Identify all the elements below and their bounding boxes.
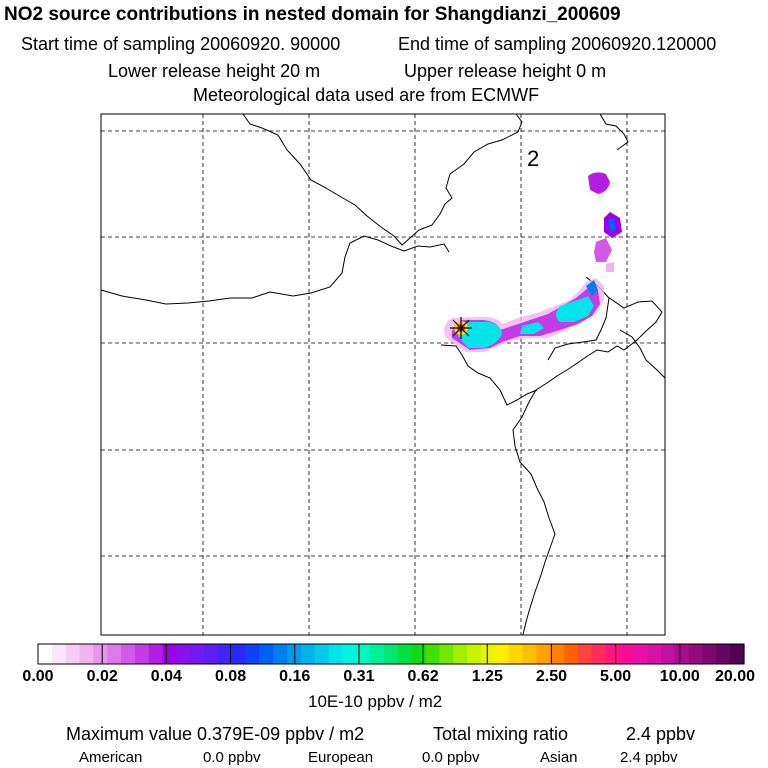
source-european-label: European — [308, 749, 374, 766]
colorbar-swatch — [79, 644, 94, 664]
colorbar-swatch — [190, 644, 205, 664]
colorbar-swatch — [480, 644, 496, 664]
colorbar-swatch — [591, 644, 607, 664]
colorbar-swatch — [660, 644, 676, 664]
colorbar-swatch — [121, 644, 136, 664]
colorbar-swatch — [467, 644, 482, 664]
colorbar-swatch — [38, 644, 53, 664]
colorbar-swatch — [370, 644, 385, 664]
colorbar-swatch — [93, 644, 108, 664]
source-station-marker — [450, 317, 472, 339]
met-data-source: Meteorological data used are from ECMWF — [193, 85, 540, 105]
source-asian-value: 2.4 ppbv — [620, 749, 678, 766]
colorbar-swatch — [702, 644, 717, 664]
colorbar-swatch — [134, 644, 150, 664]
colorbar-swatch — [65, 644, 81, 664]
colorbar-swatch — [328, 644, 344, 664]
source-european-value: 0.0 ppbv — [422, 749, 480, 766]
colorbar-swatch — [536, 644, 551, 664]
colorbar-tick-label: 0.02 — [86, 668, 118, 685]
colorbar-swatch — [245, 644, 261, 664]
lat-lon-grid — [101, 114, 665, 635]
source-asian-label: Asian — [540, 749, 578, 766]
colorbar-tick-label: 10.00 — [659, 668, 700, 685]
colorbar-tick-label: 0.31 — [343, 668, 375, 685]
colorbar-swatch — [397, 644, 413, 664]
colorbar-swatch — [107, 644, 122, 664]
total-mixing-ratio-value: 2.4 ppbv — [626, 724, 696, 744]
colorbar-tick-label: 0.04 — [150, 668, 182, 685]
boundary-lines — [100, 113, 666, 636]
source-american-value: 0.0 ppbv — [203, 749, 261, 766]
colorbar-swatch — [314, 644, 330, 664]
colorbar-tick-label: 1.25 — [471, 668, 503, 685]
region-label: 2 — [527, 146, 539, 171]
colorbar-frame — [37, 643, 745, 665]
colorbar-tick-label: 0.62 — [407, 668, 439, 685]
colorbar-units: 10E-10 ppbv / m2 — [308, 692, 443, 711]
colorbar-swatch — [217, 644, 233, 664]
source-american-label: American — [79, 749, 143, 766]
colorbar-tick-label: 0.08 — [214, 668, 247, 685]
colorbar-swatch — [508, 644, 524, 664]
colorbar-swatch — [425, 644, 441, 664]
colorbar-tick-label: 5.00 — [600, 668, 632, 685]
maximum-value: Maximum value 0.379E-09 ppbv / m2 — [66, 724, 365, 744]
colorbar-swatch — [633, 644, 648, 664]
colorbar-swatch — [148, 644, 164, 664]
colorbar-swatch — [356, 644, 371, 664]
colorbar-tick-label: 0.00 — [22, 668, 54, 685]
colorbar-swatch — [259, 644, 274, 664]
colorbar-swatch — [439, 644, 454, 664]
colorbar-tick-label: 0.16 — [279, 668, 311, 685]
colorbar-swatch — [342, 644, 357, 664]
plume-contribution-field — [444, 172, 622, 352]
colorbar-swatch — [674, 644, 690, 664]
lower-release-height: Lower release height 20 m — [108, 61, 321, 81]
colorbar-tick-label: 20.00 — [714, 668, 756, 685]
map-frame — [100, 113, 666, 636]
colorbar-swatch — [619, 644, 634, 664]
upper-release-height: Upper release height 0 m — [404, 61, 607, 81]
colorbar-swatch — [716, 644, 731, 664]
start-time: Start time of sampling 20060920. 90000 — [21, 34, 341, 54]
colorbar-swatch — [605, 644, 621, 664]
colorbar-swatch — [176, 644, 191, 664]
colorbar-swatch — [522, 644, 537, 664]
colorbar-swatch — [411, 644, 427, 664]
colorbar-swatch — [647, 644, 662, 664]
colorbar-swatch — [688, 644, 704, 664]
total-mixing-ratio-label: Total mixing ratio — [433, 724, 569, 744]
colorbar-swatch — [162, 644, 178, 664]
colorbar-swatch — [384, 644, 399, 664]
colorbar-swatch — [273, 644, 288, 664]
colorbar-swatch — [301, 644, 316, 664]
colorbar-swatch — [550, 644, 565, 664]
colorbar-swatch — [577, 644, 593, 664]
colorbar-swatch — [730, 644, 745, 664]
colorbar-swatch — [564, 644, 579, 664]
colorbar-swatch — [231, 644, 247, 664]
colorbar-tick-label: 2.50 — [535, 668, 568, 685]
colorbar-swatch — [453, 644, 468, 664]
colorbar-swatch — [494, 644, 510, 664]
colorbar-swatch — [51, 644, 67, 664]
colorbar — [37, 643, 745, 665]
colorbar-swatch — [204, 644, 219, 664]
end-time: End time of sampling 20060920.120000 — [398, 34, 717, 54]
plot-title: NO2 source contributions in nested domai… — [4, 4, 621, 25]
